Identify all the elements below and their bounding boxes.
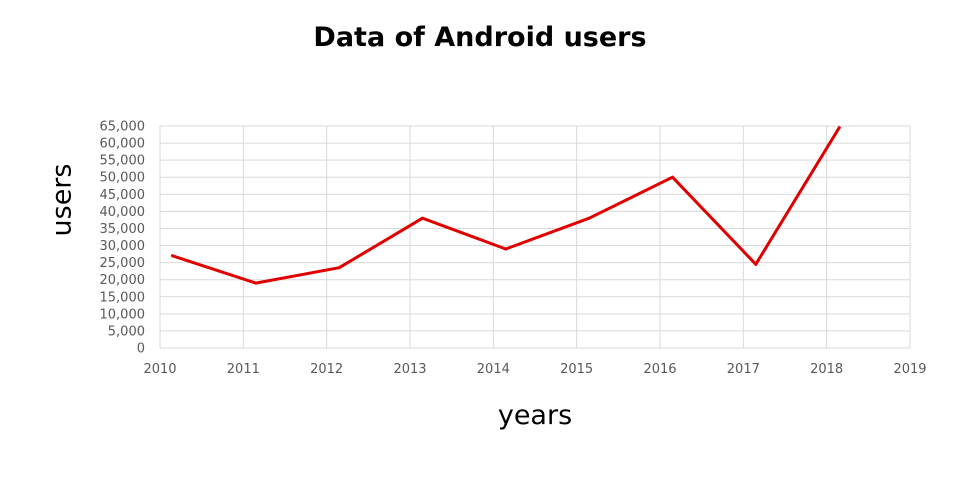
x-tick-label: 2012 bbox=[310, 362, 343, 377]
data-point bbox=[587, 216, 591, 220]
y-tick-label: 25,000 bbox=[100, 256, 146, 271]
y-tick-label: 10,000 bbox=[100, 307, 146, 322]
x-tick-label: 2014 bbox=[477, 362, 510, 377]
data-point bbox=[837, 126, 841, 130]
y-tick-label: 20,000 bbox=[100, 273, 146, 288]
y-tick-label: 0 bbox=[137, 342, 145, 357]
y-tick-label: 55,000 bbox=[100, 154, 146, 169]
y-tick-label: 30,000 bbox=[100, 239, 146, 254]
x-axis-title: years bbox=[497, 400, 573, 431]
data-point bbox=[171, 254, 174, 258]
x-tick-label: 2011 bbox=[227, 362, 260, 377]
data-point bbox=[421, 216, 424, 220]
y-tick-label: 40,000 bbox=[100, 205, 146, 220]
y-axis-ticks: 0 5,000 10,000 15,000 20,000 25,000 30,000 35,0… bbox=[100, 120, 146, 357]
chart-title: Data of Android users bbox=[313, 22, 647, 53]
data-point bbox=[754, 262, 758, 266]
y-tick-label: 15,000 bbox=[100, 290, 146, 305]
series-group bbox=[171, 126, 841, 285]
x-tick-label: 2017 bbox=[727, 362, 760, 377]
x-axis-ticks: 2010 2011 2012 2013 2014 2015 2016 2017 2018 2019 bbox=[143, 362, 926, 377]
data-point bbox=[254, 281, 258, 285]
grid-lines bbox=[159, 125, 911, 349]
y-tick-label: 65,000 bbox=[100, 120, 146, 135]
y-tick-label: 50,000 bbox=[100, 171, 146, 186]
y-tick-label: 35,000 bbox=[100, 222, 146, 237]
y-tick-label: 45,000 bbox=[100, 188, 146, 203]
series-line bbox=[171, 126, 841, 285]
x-tick-label: 2019 bbox=[893, 362, 926, 377]
data-point bbox=[504, 247, 508, 251]
data-point bbox=[337, 266, 341, 270]
x-tick-label: 2013 bbox=[393, 362, 426, 377]
x-tick-label: 2018 bbox=[810, 362, 843, 377]
x-tick-label: 2016 bbox=[643, 362, 676, 377]
data-point bbox=[671, 175, 674, 179]
y-tick-label: 5,000 bbox=[108, 324, 145, 339]
y-tick-label: 60,000 bbox=[100, 137, 146, 152]
x-tick-label: 2010 bbox=[143, 362, 176, 377]
x-tick-label: 2015 bbox=[560, 362, 593, 377]
